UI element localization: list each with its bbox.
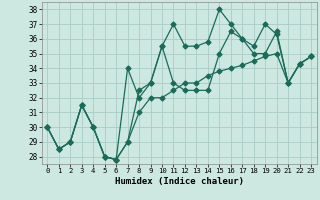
X-axis label: Humidex (Indice chaleur): Humidex (Indice chaleur) xyxy=(115,177,244,186)
